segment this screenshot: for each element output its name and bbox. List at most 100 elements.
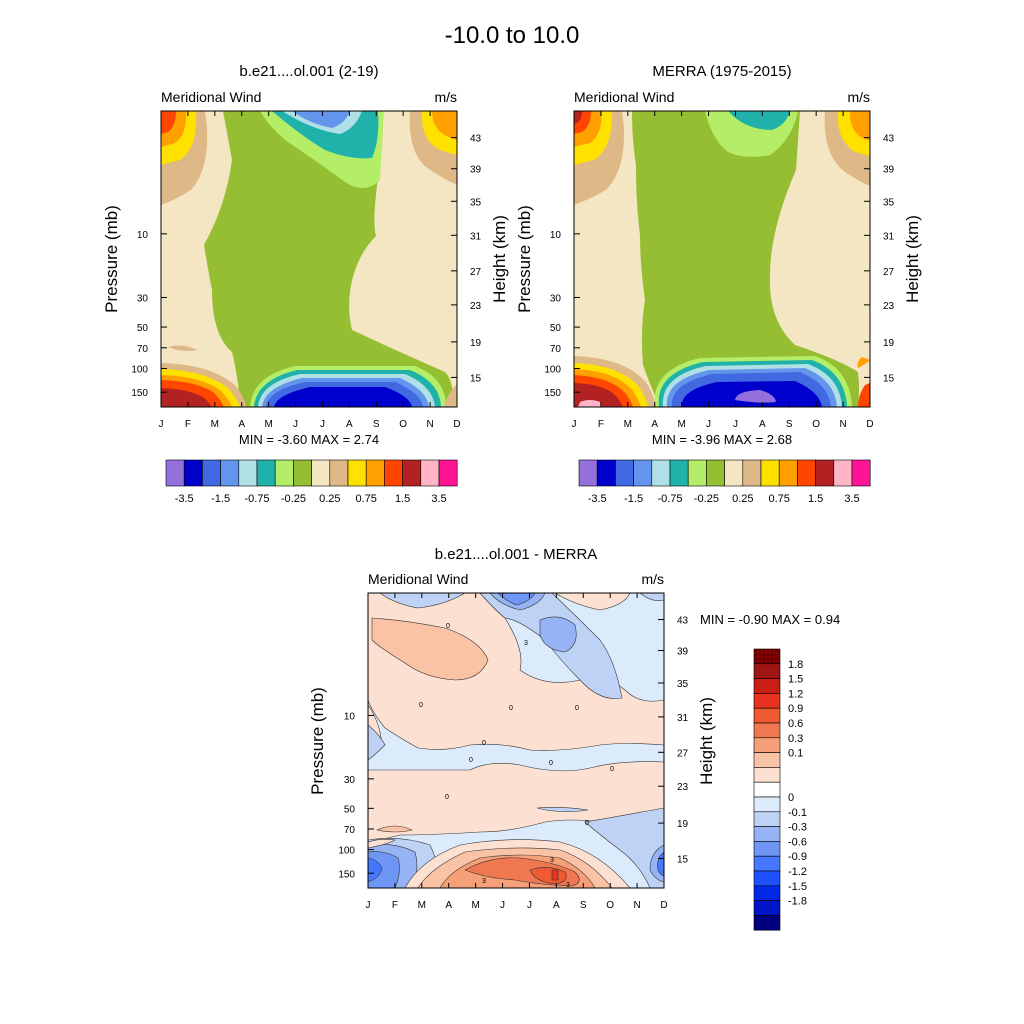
panel-title: b.e21....ol.001 - MERRA: [435, 546, 598, 563]
colorbar-label: 0.9: [788, 703, 803, 715]
y-tick-label: 30: [137, 293, 149, 304]
colorbar-label: -0.6: [788, 836, 807, 848]
swatch-stipple: [763, 650, 765, 652]
colorbar-swatch: [753, 722, 781, 739]
colorbar-swatch: [687, 459, 707, 487]
fill-teal: [728, 111, 790, 130]
y-tick-label: 70: [137, 344, 149, 355]
colorbar-swatch: [311, 459, 331, 487]
y-tick-right-label: 43: [677, 616, 689, 627]
x-tick-label: M: [211, 419, 219, 430]
colorbar-label: 1.5: [395, 493, 410, 505]
left-string: Meridional Wind: [368, 571, 468, 587]
colorbar-swatch: [183, 459, 203, 487]
colorbar-label: -0.9: [788, 851, 807, 863]
units-string: m/s: [847, 89, 870, 105]
fill-green-main: [632, 111, 859, 407]
y-tick-right-label: 27: [677, 748, 689, 759]
colorbar-label: -0.25: [281, 493, 306, 505]
x-tick-label: O: [606, 900, 614, 911]
contour-label: 3: [566, 882, 570, 889]
y-tick-right-label: 31: [883, 231, 895, 242]
y-tick-right-label: 23: [470, 301, 482, 312]
x-tick-label: M: [624, 419, 632, 430]
contour-label: 3: [550, 857, 554, 864]
fill-tan-streak: [168, 345, 198, 351]
y-tick-right-label: 15: [677, 855, 689, 866]
swatch-stipple: [759, 654, 761, 656]
y-tick-label: 30: [550, 293, 562, 304]
fill-darkred-left: [574, 111, 582, 124]
units-string: m/s: [641, 571, 664, 587]
colorbar-swatch: [329, 459, 349, 487]
colorbar-swatch: [256, 459, 276, 487]
colorbar-swatch: [753, 678, 781, 694]
x-tick-label: O: [812, 419, 820, 430]
swatch-stipple: [763, 658, 765, 660]
y-tick-right-label: 19: [470, 338, 482, 349]
y-tick-label: 50: [137, 323, 149, 334]
colorbar-label: -0.75: [657, 493, 682, 505]
swatch-stipple: [755, 662, 757, 664]
colorbar-swatch: [753, 796, 781, 813]
plot-frame: [367, 592, 665, 889]
x-tick-label: A: [445, 900, 452, 911]
colorbar-swatch: [220, 459, 240, 487]
y-tick-label: 30: [344, 775, 356, 786]
swatch-stipple: [759, 662, 761, 664]
colorbar-label: -1.2: [788, 866, 807, 878]
colorbar-label: 0.75: [768, 493, 789, 505]
swatch-stipple: [775, 654, 777, 656]
x-tick-label: J: [320, 419, 325, 430]
x-tick-label: J: [366, 900, 371, 911]
fill-neg-top-1: [379, 593, 466, 609]
y-axis-title: Pressure (mb): [102, 205, 121, 313]
colorbar-swatch: [706, 459, 725, 487]
x-tick-label: F: [185, 419, 191, 430]
swatch-stipple: [767, 662, 769, 664]
y-tick-right-label: 15: [883, 373, 895, 384]
fill-orange-right: [849, 111, 870, 141]
y-tick-right-label: 31: [677, 713, 689, 724]
panel-title: b.e21....ol.001 (2-19): [239, 63, 378, 80]
x-tick-label: S: [373, 419, 380, 430]
y-tick-label: 10: [137, 230, 149, 241]
colorbar: -3.5 -1.5 -0.75 -0.25 0.25 0.75 1.5 3.5: [578, 459, 871, 505]
fill-neg-sliver: [536, 807, 589, 812]
x-tick-label: D: [453, 419, 460, 430]
colorbar-label: -1.5: [211, 493, 230, 505]
colorbar-label: 0.25: [319, 493, 340, 505]
y-tick-right-label: 27: [470, 267, 482, 278]
contour-fill: [368, 593, 664, 888]
colorbar-label: 0: [788, 792, 794, 804]
colorbar-swatch: [347, 459, 367, 487]
x-tick-label: D: [660, 900, 667, 911]
panel-merra: MERRA (1975-2015) Meridional Wind m/s: [515, 63, 922, 505]
y-tick-right-label: 39: [883, 165, 895, 176]
y-tick-label: 100: [544, 365, 561, 376]
swatch-stipple: [771, 658, 773, 660]
fill-neg-left-band: [368, 724, 386, 761]
swatch-stipple: [755, 650, 757, 652]
fill-darkred-bl: [161, 388, 212, 407]
colorbar-swatch: [438, 459, 458, 487]
colorbar-swatch: [753, 855, 781, 872]
fill-pos-blob-1: [371, 617, 489, 681]
y-tick-right-label: 27: [883, 267, 895, 278]
y-tick-right-label: 31: [470, 231, 482, 242]
y-tick-label: 50: [344, 804, 356, 815]
y-tick-right-label: 39: [470, 165, 482, 176]
plot-frame: [160, 110, 458, 408]
x-tick-label: A: [553, 900, 560, 911]
colorbar-label: 3.5: [431, 493, 446, 505]
y-tick-right-label: 35: [677, 679, 689, 690]
colorbar-swatch: [753, 767, 781, 783]
colorbar-swatch: [753, 693, 781, 709]
colorbar-swatch: [753, 885, 781, 901]
swatch-stipple: [767, 654, 769, 656]
colorbar-swatch: [753, 707, 781, 724]
colorbar-swatch: [753, 737, 781, 753]
